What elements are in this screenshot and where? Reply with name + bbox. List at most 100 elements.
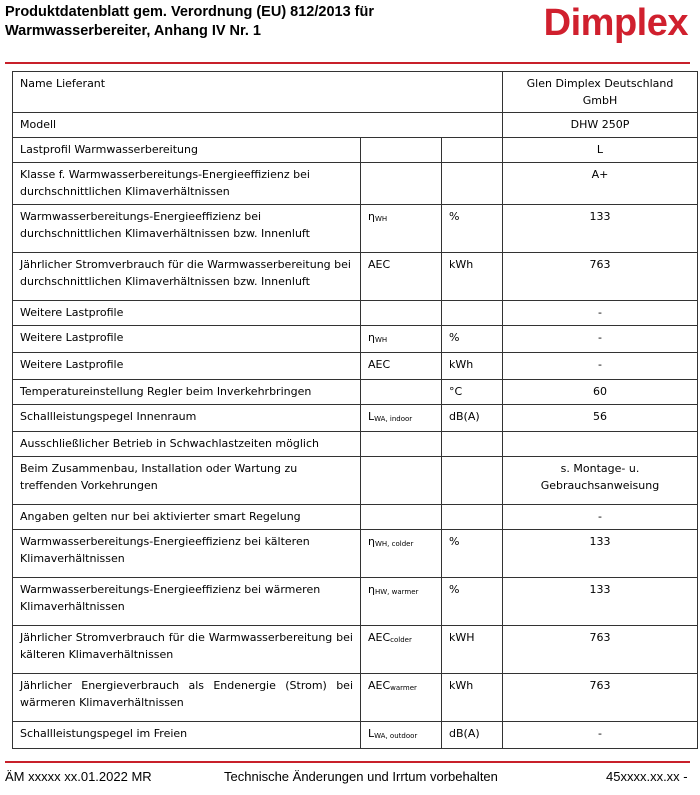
row-label: Weitere Lastprofile <box>12 352 361 380</box>
row-symbol: LWA, indoor <box>360 404 442 432</box>
table-row: Jährlicher Stromverbrauch für die Warmwa… <box>12 625 698 674</box>
symbol-text: L <box>368 410 375 423</box>
table-row: Weitere Lastprofile ηWH% - <box>12 325 698 353</box>
row-value: DHW 250P <box>502 112 698 138</box>
footer-divider <box>5 761 690 763</box>
row-unit: % <box>441 325 503 353</box>
row-value <box>502 431 698 457</box>
row-label: Schallleistungspegel Innenraum <box>12 404 361 432</box>
row-label: Klasse f. Warmwasserbereitungs-Energieef… <box>12 162 361 205</box>
row-unit <box>441 300 503 326</box>
document-title: Produktdatenblatt gem. Verordnung (EU) 8… <box>5 3 374 41</box>
row-value: 60 <box>502 379 698 405</box>
symbol-text: AEC <box>368 679 391 692</box>
row-unit: % <box>441 529 503 578</box>
row-unit: % <box>441 577 503 626</box>
symbol-text: AEC <box>368 631 391 644</box>
table-row: Name Lieferant Glen Dimplex Deutschland G… <box>12 71 698 113</box>
table-row: Beim Zusammenbau, Installation oder Wart… <box>12 456 698 505</box>
row-label: Name Lieferant <box>12 71 503 113</box>
table-row: Schallleistungspegel im Freien LWA, outdo… <box>12 721 698 749</box>
row-symbol <box>360 504 442 530</box>
row-label: Ausschließlicher Betrieb in Schwachlastz… <box>12 431 361 457</box>
symbol-subscript: colder <box>390 636 412 644</box>
symbol-subscript: HW, warmer <box>374 588 419 596</box>
footer-doc-number: 45xxxx.xx.xx - <box>606 769 688 784</box>
symbol-subscript: WA, indoor <box>374 415 413 423</box>
row-value: - <box>502 300 698 326</box>
table-row: Weitere Lastprofile - <box>12 300 698 326</box>
footer-disclaimer: Technische Änderungen und Irrtum vorbeha… <box>224 769 498 784</box>
table-row: Klasse f. Warmwasserbereitungs-Energieef… <box>12 162 698 205</box>
row-label: Weitere Lastprofile <box>12 300 361 326</box>
row-unit: dB(A) <box>441 721 503 749</box>
symbol-text: η <box>368 535 375 548</box>
row-value: 133 <box>502 204 698 253</box>
table-row: Warmwasserbereitungs-Energieeffizienz be… <box>12 577 698 626</box>
row-symbol <box>360 137 442 163</box>
row-symbol: ηWH <box>360 204 442 253</box>
row-label: Modell <box>12 112 503 138</box>
row-symbol <box>360 162 442 205</box>
table-row: Temperatureinstellung Regler beim Inverk… <box>12 379 698 405</box>
symbol-subscript: WH <box>374 215 388 223</box>
title-line-2: Warmwasserbereiter, Anhang IV Nr. 1 <box>5 23 261 39</box>
symbol-text: L <box>368 727 375 740</box>
table-row: Weitere Lastprofile AEC kWh - <box>12 352 698 380</box>
row-label: Warmwasserbereitungs-Energieeffizienz be… <box>12 204 361 253</box>
row-symbol <box>360 379 442 405</box>
table-row: Warmwasserbereitungs-Energieeffizienz be… <box>12 204 698 253</box>
table-row: Jährlicher Stromverbrauch für die Warmwa… <box>12 252 698 301</box>
row-label: Jährlicher Stromverbrauch für die Warmwa… <box>12 625 361 674</box>
symbol-text: η <box>368 210 375 223</box>
table-row: Schallleistungspegel Innenraum LWA, indoo… <box>12 404 698 432</box>
row-symbol: ηWH <box>360 325 442 353</box>
row-symbol: AECcolder <box>360 625 442 674</box>
row-unit <box>441 456 503 505</box>
table-row: Modell DHW 250P <box>12 112 698 138</box>
row-label: Weitere Lastprofile <box>12 325 361 353</box>
row-symbol: LWA, outdoor <box>360 721 442 749</box>
row-value: L <box>502 137 698 163</box>
row-value: 133 <box>502 577 698 626</box>
header-divider <box>5 62 690 64</box>
table-row: Jährlicher Energieverbrauch als Endenerg… <box>12 673 698 722</box>
row-symbol: ηHW, warmer <box>360 577 442 626</box>
row-symbol <box>360 456 442 505</box>
row-unit: kWh <box>441 252 503 301</box>
row-unit <box>441 504 503 530</box>
row-value: 763 <box>502 625 698 674</box>
product-data-table: Name Lieferant Glen Dimplex Deutschland G… <box>12 71 698 749</box>
row-unit <box>441 137 503 163</box>
symbol-text: AEC <box>368 358 391 371</box>
row-label: Temperatureinstellung Regler beim Inverk… <box>12 379 361 405</box>
row-value: - <box>502 504 698 530</box>
row-value: Glen Dimplex Deutschland GmbH <box>502 71 698 113</box>
row-unit: kWh <box>441 352 503 380</box>
row-value: 133 <box>502 529 698 578</box>
symbol-text: AEC <box>368 258 391 271</box>
row-unit: % <box>441 204 503 253</box>
row-unit <box>441 162 503 205</box>
symbol-text: η <box>368 331 375 344</box>
symbol-text: η <box>368 583 375 596</box>
dimplex-logo: Dimplex <box>543 2 689 44</box>
row-unit <box>441 431 503 457</box>
row-label: Angaben gelten nur bei aktivierter smart… <box>12 504 361 530</box>
row-value: 763 <box>502 673 698 722</box>
title-line-1: Produktdatenblatt gem. Verordnung (EU) 8… <box>5 4 375 20</box>
row-label: Schallleistungspegel im Freien <box>12 721 361 749</box>
table-row: Angaben gelten nur bei aktivierter smart… <box>12 504 698 530</box>
row-unit: dB(A) <box>441 404 503 432</box>
symbol-subscript: WA, outdoor <box>374 732 418 740</box>
table-row: Ausschließlicher Betrieb in Schwachlastz… <box>12 431 698 457</box>
symbol-subscript: warmer <box>390 684 417 692</box>
symbol-subscript: WH, colder <box>374 540 414 548</box>
row-symbol: AECwarmer <box>360 673 442 722</box>
row-value: s. Montage- u. Gebrauchsanweisung <box>502 456 698 505</box>
footer-revision: ÄM xxxxx xx.01.2022 MR <box>5 769 152 784</box>
row-value: - <box>502 352 698 380</box>
row-label: Warmwasserbereitungs-Energieeffizienz be… <box>12 529 361 578</box>
row-unit: kWH <box>441 625 503 674</box>
row-label: Lastprofil Warmwasserbereitung <box>12 137 361 163</box>
